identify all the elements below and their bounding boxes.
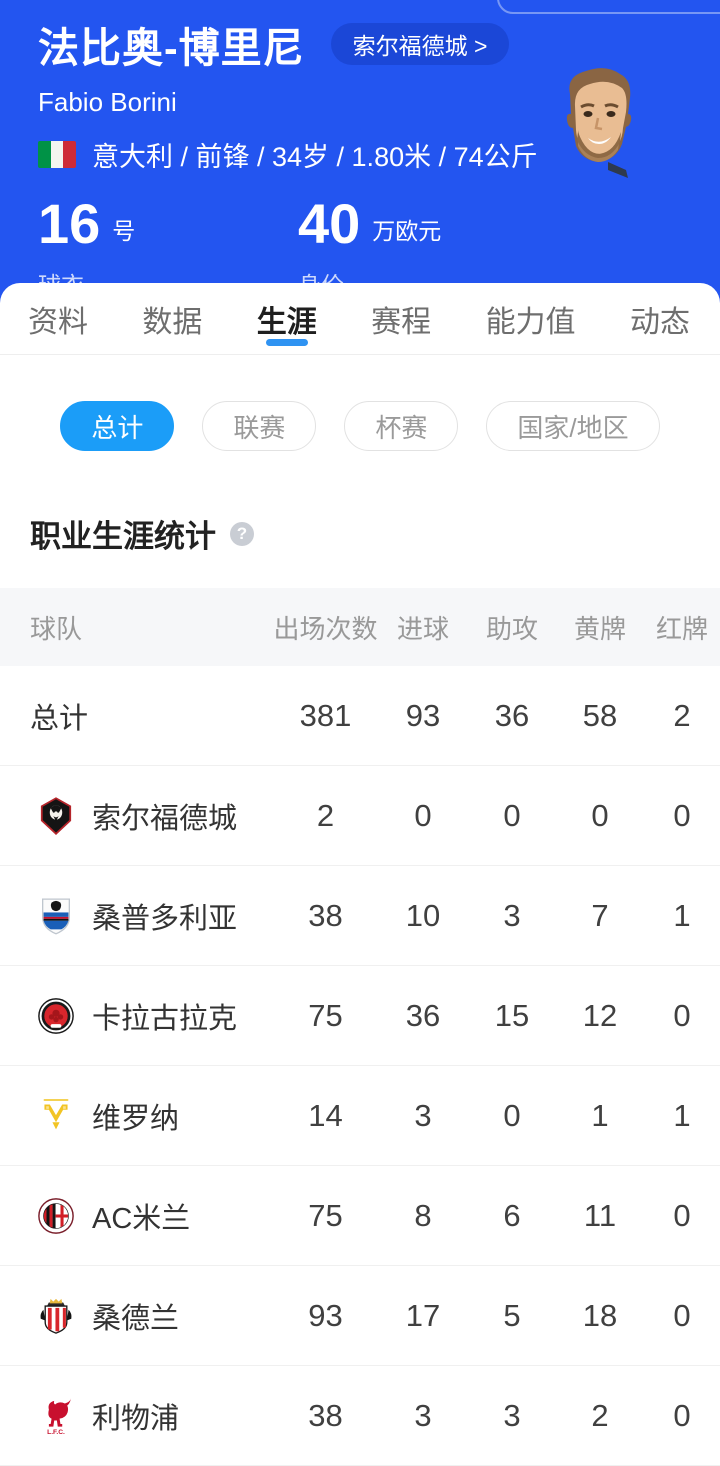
player-name-en: Fabio Borini — [38, 87, 177, 117]
karagumruk-logo-icon — [38, 995, 74, 1037]
market-value-unit: 万欧元 — [372, 218, 442, 244]
tab-career[interactable]: 生涯 — [257, 283, 317, 354]
filter-bar: 总计 联赛 杯赛 国家/地区 — [0, 401, 720, 451]
table-row-sunderland[interactable]: 桑德兰 93 17 5 18 0 — [0, 1266, 720, 1366]
table-row-sampdoria[interactable]: 桑普多利亚 38 10 3 7 1 — [0, 866, 720, 966]
tab-ability[interactable]: 能力值 — [485, 305, 576, 339]
sampdoria-logo-icon — [38, 895, 74, 937]
italy-flag-icon — [38, 141, 76, 168]
column-goals: 进球 — [396, 613, 449, 644]
current-team-button[interactable]: 索尔福德城 > — [330, 23, 510, 65]
tab-data[interactable]: 数据 — [142, 305, 203, 339]
hellas-verona-logo-icon — [38, 1095, 74, 1137]
active-tab-underline — [265, 339, 308, 346]
tab-bar: 资料 数据 生涯 赛程 能力值 动态 — [0, 283, 720, 355]
column-appearances: 出场次数 — [273, 613, 378, 644]
tab-news[interactable]: 动态 — [629, 305, 690, 339]
market-value-number: 40 — [298, 192, 361, 255]
table-row-total: 总计 381 93 36 58 2 — [0, 666, 720, 766]
column-red-cards: 红牌 — [655, 613, 708, 644]
svg-text:L.F.C.: L.F.C. — [47, 1428, 65, 1435]
table-row-ac-milan[interactable]: AC米兰 75 8 6 11 0 — [0, 1166, 720, 1266]
player-header: 法比奥-博里尼 索尔福德城 > Fabio Borini 意大利 / 前锋 / … — [0, 0, 720, 303]
filter-total[interactable]: 总计 — [60, 401, 175, 451]
ac-milan-logo-icon — [38, 1195, 74, 1237]
player-photo — [566, 68, 632, 178]
column-assists: 助攻 — [485, 613, 538, 644]
table-row-liverpool[interactable]: L.F.C. 利物浦 38 3 3 2 0 — [0, 1366, 720, 1466]
jersey-unit: 号 — [112, 218, 136, 244]
salford-city-logo-icon — [38, 795, 74, 837]
table-row-karagumruk[interactable]: 卡拉古拉克 75 36 15 12 0 — [0, 966, 720, 1066]
tab-schedule[interactable]: 赛程 — [371, 305, 432, 339]
tab-profile[interactable]: 资料 — [28, 305, 88, 339]
filter-national[interactable]: 国家/地区 — [486, 401, 660, 451]
section-title: 职业生涯统计 — [30, 519, 216, 554]
filter-cup[interactable]: 杯赛 — [344, 401, 459, 451]
column-yellow-cards: 黄牌 — [573, 613, 626, 644]
filter-league[interactable]: 联赛 — [202, 401, 317, 451]
liverpool-logo-icon: L.F.C. — [38, 1395, 74, 1437]
table-row-salford[interactable]: 索尔福德城 2 0 0 0 0 — [0, 766, 720, 866]
content-card: 资料 数据 生涯 赛程 能力值 动态 总计 联赛 杯赛 国家/地区 职业生涯统计… — [0, 283, 720, 1466]
jersey-number: 16 — [38, 192, 101, 255]
cutoff-button-outline — [497, 0, 720, 14]
player-info-line: 意大利 / 前锋 / 34岁 / 1.80米 / 74公斤 — [92, 142, 538, 172]
column-team: 球队 — [30, 613, 83, 644]
table-header: 球队 出场次数 进球 助攻 黄牌 红牌 — [0, 588, 720, 666]
player-name-cn: 法比奥-博里尼 — [38, 25, 305, 71]
table-row-verona[interactable]: 维罗纳 14 3 0 1 1 — [0, 1066, 720, 1166]
help-icon[interactable]: ? — [230, 521, 254, 546]
sunderland-logo-icon — [38, 1295, 74, 1337]
